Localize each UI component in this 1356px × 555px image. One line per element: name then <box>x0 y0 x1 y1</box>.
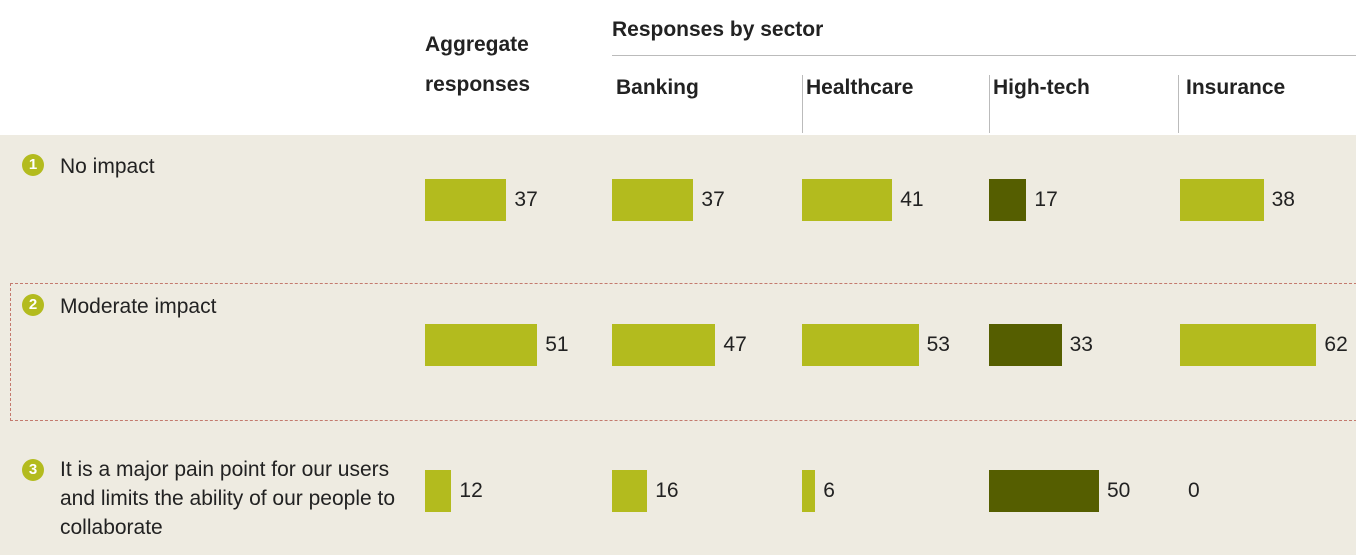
bar <box>425 324 538 366</box>
bar <box>612 179 694 221</box>
column-header: Banking <box>616 76 699 99</box>
divider <box>802 75 803 133</box>
row-highlight <box>10 283 1356 421</box>
divider <box>989 75 990 133</box>
bar <box>989 179 1027 221</box>
bar <box>989 324 1062 366</box>
column-header: Healthcare <box>806 76 914 99</box>
bar <box>1180 179 1264 221</box>
bar <box>802 179 893 221</box>
value-label: 17 <box>1034 188 1058 211</box>
value-label: 62 <box>1324 333 1348 356</box>
bar <box>802 324 919 366</box>
value-label: 37 <box>514 188 538 211</box>
bar <box>612 324 716 366</box>
row-label: No impact <box>60 155 155 178</box>
value-label: 6 <box>823 479 835 502</box>
value-label: 33 <box>1069 333 1093 356</box>
value-label: 16 <box>655 479 679 502</box>
value-label: 47 <box>723 333 747 356</box>
value-label: 51 <box>545 333 569 356</box>
column-header: Insurance <box>1186 76 1286 99</box>
value-label: 53 <box>926 333 950 356</box>
bar <box>425 179 507 221</box>
bar <box>425 470 452 512</box>
divider <box>612 55 1356 56</box>
bar <box>1180 324 1317 366</box>
divider <box>1178 75 1179 133</box>
value-label: 41 <box>900 188 924 211</box>
value-label: 38 <box>1271 188 1295 211</box>
column-header: High-tech <box>993 76 1090 99</box>
group-label: Responses by sector <box>612 18 824 41</box>
bar <box>802 470 816 512</box>
row-number: 2 <box>22 294 44 316</box>
bar <box>989 470 1099 512</box>
row-number: 3 <box>22 459 44 481</box>
bar <box>612 470 648 512</box>
column-header: Aggregate responses <box>425 33 531 96</box>
row-label: Moderate impact <box>60 295 217 318</box>
value-label: 37 <box>701 188 725 211</box>
row-number: 1 <box>22 154 44 176</box>
value-label: 0 <box>1188 479 1200 502</box>
row-label: It is a major pain point for our users a… <box>60 458 396 539</box>
value-label: 50 <box>1107 479 1131 502</box>
value-label: 12 <box>459 479 483 502</box>
